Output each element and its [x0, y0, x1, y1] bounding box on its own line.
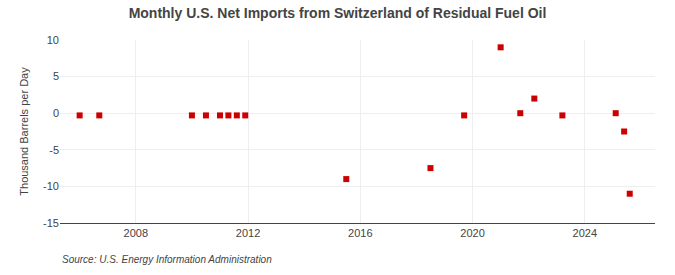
svg-text:-5: -5 — [49, 144, 59, 156]
svg-text:2020: 2020 — [460, 227, 484, 239]
svg-text:Thousand Barrels per Day: Thousand Barrels per Day — [18, 67, 30, 196]
svg-text:2008: 2008 — [124, 227, 148, 239]
svg-text:0: 0 — [53, 107, 59, 119]
svg-text:Monthly U.S. Net Imports from: Monthly U.S. Net Imports from Switzerlan… — [129, 5, 547, 21]
svg-text:2012: 2012 — [236, 227, 260, 239]
svg-text:Source: U.S. Energy Informatio: Source: U.S. Energy Information Administ… — [62, 254, 272, 265]
svg-text:-15: -15 — [43, 217, 59, 229]
svg-text:5: 5 — [53, 70, 59, 82]
svg-text:-10: -10 — [43, 180, 59, 192]
svg-text:2024: 2024 — [573, 227, 597, 239]
svg-text:2016: 2016 — [348, 227, 372, 239]
svg-text:10: 10 — [47, 34, 59, 46]
